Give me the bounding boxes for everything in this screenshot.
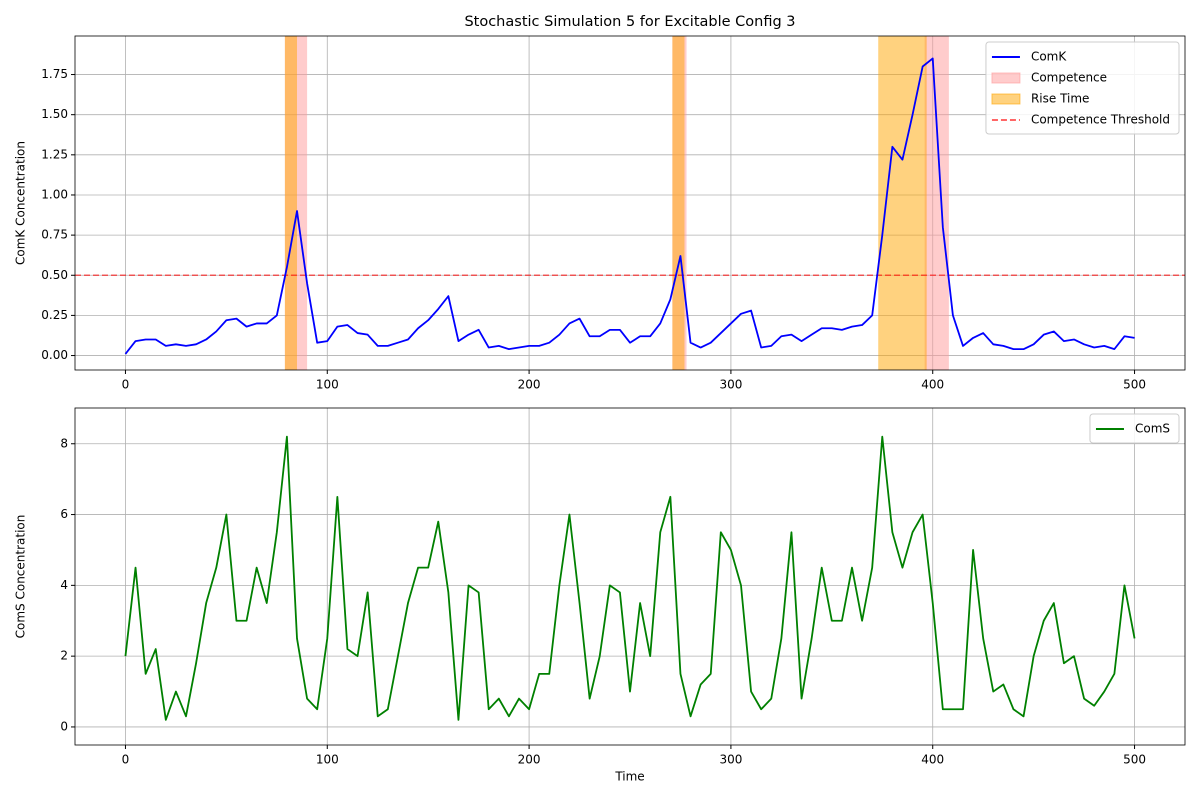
x-tick-label: 400 bbox=[921, 378, 944, 392]
x-tick-label: 400 bbox=[921, 753, 944, 767]
y-tick-label: 0.00 bbox=[41, 348, 68, 362]
legend-frame bbox=[985, 41, 1180, 135]
band bbox=[672, 36, 685, 370]
axes-frame bbox=[74, 35, 1186, 371]
x-tick-label: 200 bbox=[518, 753, 541, 767]
series-line bbox=[124, 435, 1136, 721]
x-tick-label: 300 bbox=[719, 378, 742, 392]
x-tick-label: 500 bbox=[1123, 753, 1146, 767]
x-tick-label: 0 bbox=[122, 378, 130, 392]
axes: 0 100 200 300 400 500 0 2 4 6 8 Time ComS Concentrat… bbox=[14, 407, 1186, 784]
x-tick-label: 100 bbox=[316, 378, 339, 392]
y-tick-label: 1.50 bbox=[41, 107, 68, 121]
legend-label: Competence bbox=[1031, 71, 1107, 85]
legend-label: Rise Time bbox=[1031, 92, 1090, 106]
legend-swatch bbox=[991, 93, 1021, 105]
legend-label: ComS bbox=[1135, 422, 1170, 436]
y-tick-label: 1.75 bbox=[41, 67, 68, 81]
x-tick-label: 0 bbox=[122, 753, 130, 767]
x-tick-label: 200 bbox=[518, 378, 541, 392]
x-axis-label: Time bbox=[614, 770, 644, 784]
y-tick-label: 0.75 bbox=[41, 228, 68, 242]
x-tick-label: 500 bbox=[1123, 378, 1146, 392]
band bbox=[284, 36, 297, 370]
legend-frame bbox=[1089, 413, 1180, 444]
y-tick-label: 0.25 bbox=[41, 308, 68, 322]
y-tick-label: 1.00 bbox=[41, 187, 68, 201]
y-axis-label: ComK Concentration bbox=[14, 141, 28, 265]
y-tick-label: 0 bbox=[60, 719, 68, 733]
x-tick-label: 100 bbox=[316, 753, 339, 767]
legend: ComS bbox=[1089, 413, 1180, 444]
legend-swatch bbox=[991, 72, 1021, 84]
legend: ComK Competence Rise Time Competence Thresh… bbox=[985, 41, 1180, 135]
axes: 0 100 200 300 400 500 0.00 0.25 0.50 0.75 1.00 1.25… bbox=[14, 14, 1186, 392]
axes-frame bbox=[74, 407, 1186, 746]
y-axis-label: ComS Concentration bbox=[14, 515, 28, 639]
y-tick-label: 6 bbox=[60, 507, 68, 521]
y-tick-label: 1.25 bbox=[41, 147, 68, 161]
y-tick-label: 2 bbox=[60, 649, 68, 663]
legend-label: Competence Threshold bbox=[1031, 113, 1170, 127]
legend-label: ComK bbox=[1031, 50, 1067, 64]
series-line bbox=[124, 57, 1135, 355]
y-tick-label: 4 bbox=[60, 578, 68, 592]
y-tick-label: 8 bbox=[60, 436, 68, 450]
band bbox=[924, 36, 949, 370]
chart-title: Stochastic Simulation 5 for Excitable Co… bbox=[464, 14, 795, 30]
x-tick-label: 300 bbox=[719, 753, 742, 767]
y-tick-label: 0.50 bbox=[41, 268, 68, 282]
